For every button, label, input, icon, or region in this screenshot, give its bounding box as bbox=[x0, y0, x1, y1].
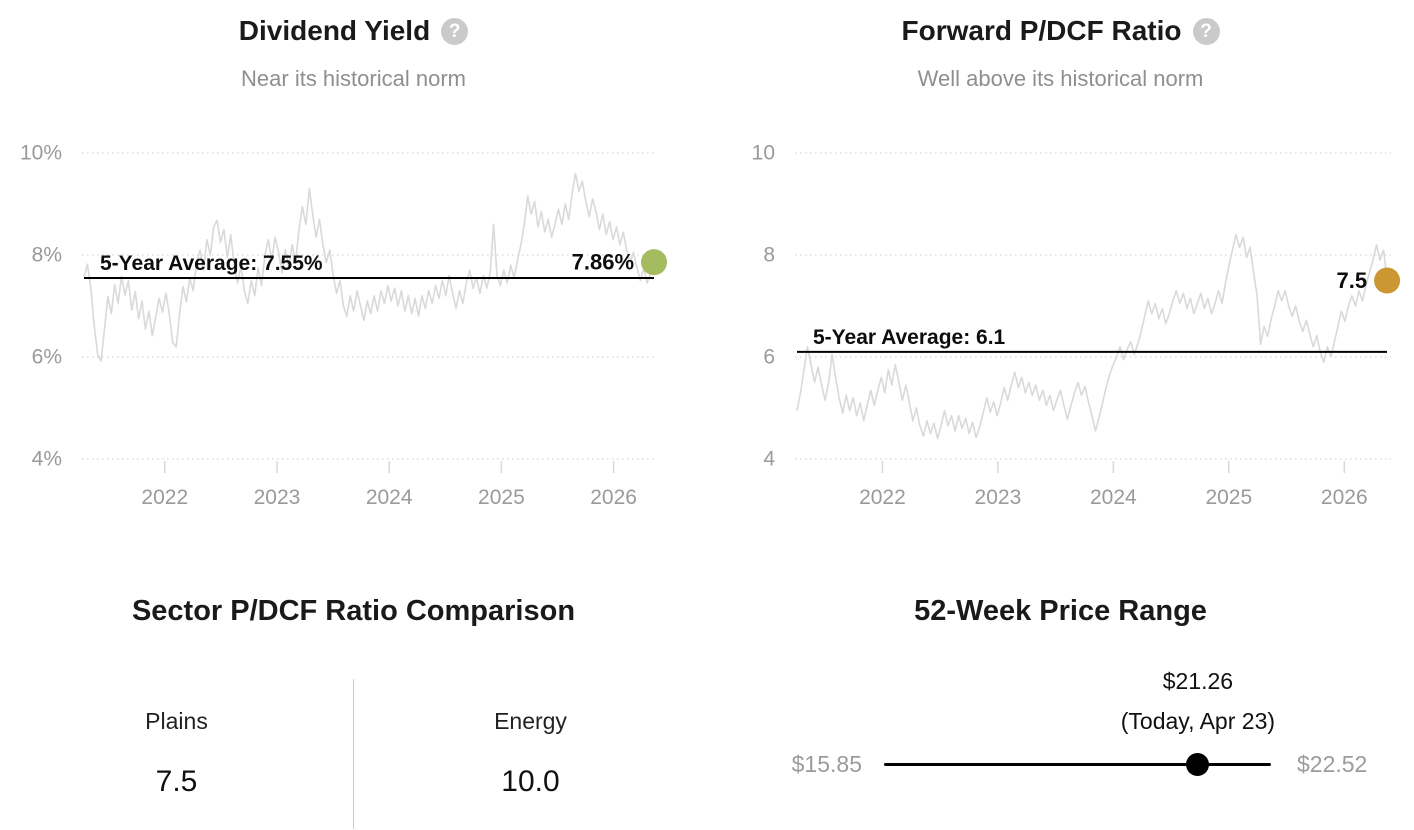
x-axis-label: 2022 bbox=[141, 486, 188, 509]
current-value-label: 7.86% bbox=[572, 250, 634, 275]
price-range-line bbox=[884, 763, 1271, 766]
y-axis-label: 8 bbox=[763, 244, 775, 267]
comparison-value: 7.5 bbox=[155, 765, 198, 799]
average-label: 5-Year Average: 7.55% bbox=[100, 252, 323, 275]
y-axis-label: 6 bbox=[763, 346, 775, 369]
x-axis-label: 2026 bbox=[590, 486, 637, 509]
range-high-label: $22.52 bbox=[1297, 751, 1368, 777]
forward-pdcf-title: Forward P/DCF Ratio bbox=[901, 15, 1182, 47]
sector-comparison-panel: Sector P/DCF Ratio Comparison Plains 7.5… bbox=[0, 570, 707, 830]
current-value-label: 7.5 bbox=[1336, 268, 1367, 293]
current-price-marker bbox=[1186, 753, 1210, 776]
help-icon[interactable]: ? bbox=[441, 17, 469, 45]
x-axis-label: 2024 bbox=[1090, 486, 1137, 509]
comparison-column-energy: Energy 10.0 bbox=[354, 679, 707, 829]
x-axis-label: 2026 bbox=[1321, 486, 1368, 509]
current-value-dot bbox=[1374, 267, 1401, 294]
current-price-callout: $21.26 (Today, Apr 23) bbox=[1121, 668, 1275, 735]
price-range-title: 52-Week Price Range bbox=[914, 595, 1207, 627]
x-axis-label: 2024 bbox=[366, 486, 413, 509]
price-range-panel: 52-Week Price Range $21.26 (Today, Apr 2… bbox=[707, 570, 1414, 830]
chart-header: Dividend Yield ? Near its historical nor… bbox=[0, 12, 707, 92]
forward-pdcf-chart: 10 8 6 4 2022 2023 2024 2025 2026 5-Year Average:… bbox=[752, 142, 1401, 509]
current-price: $21.26 bbox=[1162, 668, 1234, 694]
dividend-yield-panel: Dividend Yield ? Near its historical nor… bbox=[0, 0, 707, 560]
dividend-yield-status: Near its historical norm bbox=[241, 66, 466, 91]
forward-pdcf-status: Well above its historical norm bbox=[917, 66, 1204, 91]
x-axis-label: 2025 bbox=[478, 486, 525, 509]
chart-header: Forward P/DCF Ratio ? Well above its his… bbox=[707, 12, 1414, 92]
comparison-column-plains: Plains 7.5 bbox=[0, 679, 353, 829]
x-axis-label: 2022 bbox=[859, 486, 906, 509]
comparison-label: Energy bbox=[494, 708, 567, 735]
current-value-dot bbox=[641, 249, 668, 276]
average-label: 5-Year Average: 6.1 bbox=[813, 326, 1006, 349]
x-axis-label: 2023 bbox=[254, 486, 301, 509]
y-axis-label: 6% bbox=[32, 346, 62, 369]
range-low-label: $15.85 bbox=[791, 751, 862, 777]
column-divider bbox=[353, 678, 354, 829]
comparison-label: Plains bbox=[145, 708, 208, 735]
comparison-value: 10.0 bbox=[501, 765, 560, 799]
y-axis-label: 4% bbox=[32, 448, 62, 471]
dividend-yield-chart: 10% 8% 6% 4% 2022 2023 2024 2025 2026 5-Year Aver… bbox=[20, 142, 668, 509]
x-axis-label: 2023 bbox=[975, 486, 1022, 509]
y-axis-label: 10 bbox=[752, 142, 775, 165]
forward-pdcf-panel: Forward P/DCF Ratio ? Well above its his… bbox=[707, 0, 1414, 560]
current-price-date: (Today, Apr 23) bbox=[1120, 708, 1276, 734]
dividend-yield-title: Dividend Yield bbox=[238, 15, 431, 47]
y-axis-label: 4 bbox=[763, 448, 775, 471]
y-axis-label: 8% bbox=[32, 244, 62, 267]
x-axis-label: 2025 bbox=[1205, 486, 1252, 509]
sector-comparison-table: Plains 7.5 Energy 10.0 bbox=[0, 678, 707, 829]
series-line bbox=[796, 233, 1388, 440]
sector-comparison-title: Sector P/DCF Ratio Comparison bbox=[131, 595, 576, 627]
price-range-widget: $21.26 (Today, Apr 23) $15.85 $22.52 bbox=[707, 570, 1414, 830]
help-icon[interactable]: ? bbox=[1192, 17, 1220, 45]
series-line bbox=[83, 172, 655, 362]
y-axis-label: 10% bbox=[20, 142, 62, 165]
